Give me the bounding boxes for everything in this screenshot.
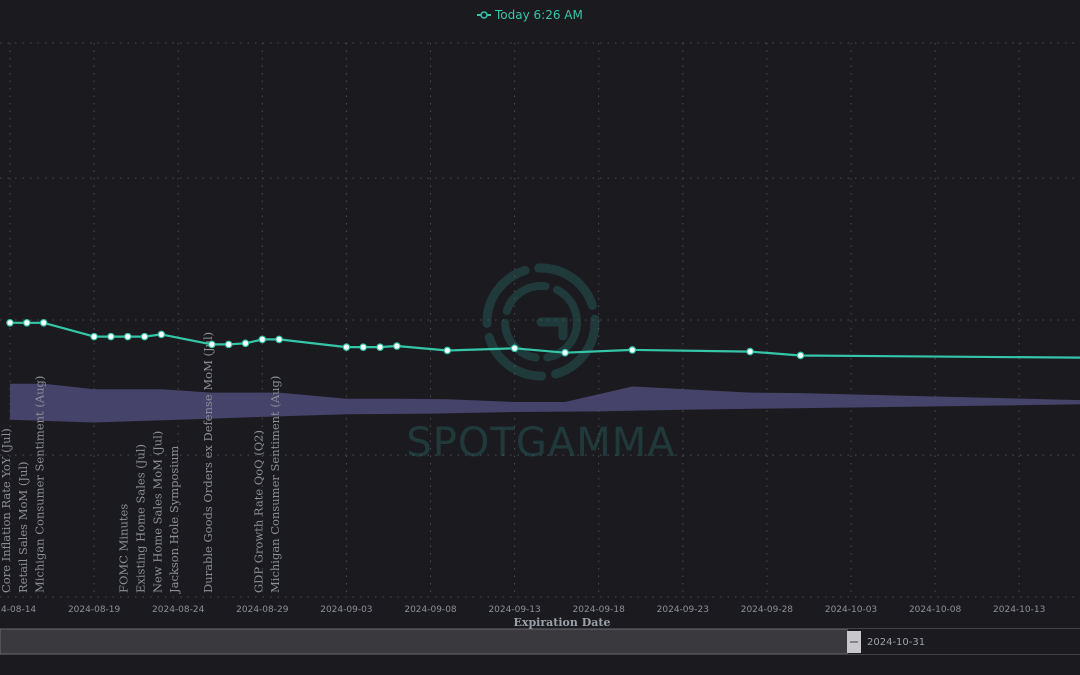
data-point[interactable] <box>342 343 351 351</box>
data-point[interactable] <box>376 343 384 351</box>
event-label: Michigan Consumer Sentiment (Aug) <box>268 376 282 593</box>
range-slider-unselected <box>848 629 1080 654</box>
x-tick-label: 2024-10-13 <box>993 605 1045 615</box>
data-point[interactable] <box>393 342 401 350</box>
data-point[interactable] <box>140 332 149 341</box>
range-band-area <box>10 383 1080 423</box>
x-tick-label: 2024-09-08 <box>404 605 457 615</box>
data-point[interactable] <box>224 340 233 349</box>
x-axis-title: Expiration Date <box>514 616 611 629</box>
watermark-text: SPOTGAMMA <box>406 420 675 466</box>
x-tick-label: 2024-08-24 <box>152 605 205 615</box>
x-tick-label: 2024-08-29 <box>236 605 289 615</box>
spotgamma-watermark: SPOTGAMMA <box>406 263 675 466</box>
x-axis-ticks: 2024-08-14 2024-08-19 2024-08-24 2024-08-29… <box>0 605 1045 615</box>
data-point[interactable] <box>443 346 452 355</box>
event-label: Existing Home Sales (Jul) <box>134 444 148 593</box>
data-point[interactable] <box>23 318 31 327</box>
series-layer <box>6 318 1080 360</box>
event-label: Core Inflation Rate YoY (Jul) <box>0 428 13 593</box>
data-point[interactable] <box>39 318 48 327</box>
data-point[interactable] <box>90 332 98 341</box>
x-tick-label: 2024-09-13 <box>488 605 540 615</box>
spotgamma-logo-icon <box>482 263 600 381</box>
legend-marker-icon <box>480 11 488 19</box>
data-point[interactable] <box>208 340 216 349</box>
grid <box>0 42 1080 598</box>
data-point[interactable] <box>746 347 754 356</box>
event-label: GDP Growth Rate QoQ (Q2) <box>251 430 265 593</box>
x-tick-label: 2024-09-28 <box>741 605 794 615</box>
event-label: Michigan Consumer Sentiment (Aug) <box>33 376 47 593</box>
data-point[interactable] <box>628 346 637 354</box>
data-point[interactable] <box>157 330 166 339</box>
data-point[interactable] <box>796 351 805 360</box>
data-point[interactable] <box>258 335 267 344</box>
event-label: New Home Sales MoM (Jul) <box>150 431 164 593</box>
x-tick-label: 2024-09-23 <box>657 605 709 615</box>
data-point[interactable] <box>275 335 283 344</box>
data-point[interactable] <box>359 343 368 351</box>
event-annotations: Core Inflation Rate YoY (Jul) Retail Sale… <box>0 332 282 594</box>
event-label: FOMC Minutes <box>117 504 131 593</box>
data-point[interactable] <box>107 332 115 341</box>
range-slider-end-label: 2024-10-31 <box>867 637 925 648</box>
event-label: Retail Sales MoM (Jul) <box>16 461 30 593</box>
x-tick-label: 2024-09-03 <box>320 605 372 615</box>
x-tick-label: 2024-10-08 <box>909 605 962 615</box>
x-tick-label: 2024-08-14 <box>0 605 36 615</box>
legend-label: Today 6:26 AM <box>494 8 583 22</box>
event-label: Durable Goods Orders ex Defense MoM (Jul… <box>201 332 215 593</box>
event-label: Jackson Hole Symposium <box>167 446 181 594</box>
data-point[interactable] <box>241 339 250 348</box>
data-point[interactable] <box>510 344 519 353</box>
range-band <box>10 383 1080 423</box>
data-point[interactable] <box>561 348 569 357</box>
legend[interactable]: Today 6:26 AM <box>477 8 583 22</box>
data-point[interactable] <box>123 332 132 341</box>
range-slider[interactable]: 2024-10-31 <box>0 628 1080 655</box>
x-tick-label: 2024-08-19 <box>68 605 121 615</box>
x-tick-label: 2024-10-03 <box>825 605 877 615</box>
data-point[interactable] <box>6 318 14 327</box>
x-tick-label: 2024-09-18 <box>573 605 626 615</box>
